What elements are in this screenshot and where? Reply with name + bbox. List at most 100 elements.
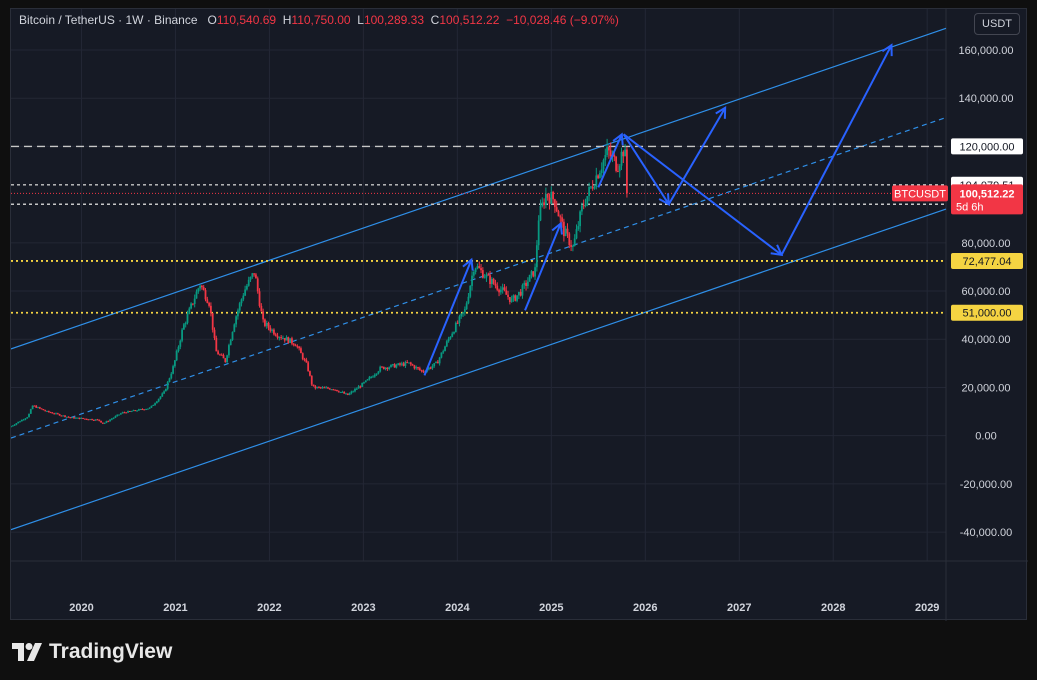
candle-body xyxy=(294,345,297,347)
candle-body xyxy=(433,363,436,367)
level-price-tag xyxy=(951,138,1023,155)
candle-body xyxy=(442,351,445,353)
candle-body xyxy=(310,375,313,385)
projection-arrowhead xyxy=(715,106,727,119)
candle-body xyxy=(404,362,407,366)
candle-body xyxy=(64,415,66,417)
candle-body xyxy=(526,281,529,287)
candle-body xyxy=(76,417,79,419)
candle-body xyxy=(483,277,486,279)
candle-body xyxy=(188,308,191,314)
candle-body xyxy=(440,352,443,358)
price-tick-label: -40,000.00 xyxy=(960,527,1013,539)
candle-body xyxy=(339,391,342,393)
projection-arrow xyxy=(597,133,623,188)
candle-body xyxy=(271,329,274,331)
price-axis[interactable]: 160,000.00 140,000.00 120,000.00 80,000.00 6… xyxy=(892,45,1023,539)
candle-body xyxy=(550,191,553,204)
candle-body xyxy=(199,285,201,289)
candle-body xyxy=(42,409,45,411)
candle-body xyxy=(244,289,247,296)
candle-body xyxy=(456,322,459,324)
candle-body xyxy=(390,364,392,368)
candle-body xyxy=(357,386,360,389)
candle-body xyxy=(539,205,542,221)
candle-body xyxy=(37,407,39,409)
candle-body xyxy=(463,309,466,313)
candle-body xyxy=(163,391,165,394)
candle-body xyxy=(361,382,364,387)
candle-body xyxy=(307,362,310,372)
candle-body xyxy=(179,340,182,347)
candle-body xyxy=(465,303,468,310)
candle-body xyxy=(87,419,90,421)
candle-body xyxy=(114,416,117,418)
candle-body xyxy=(561,217,563,222)
time-axis[interactable]: 2020 2021 2022 2023 2024 2025 2026 2027 2028 2029 xyxy=(69,602,939,614)
price-tick-label: 140,000.00 xyxy=(958,93,1013,105)
open-label: O xyxy=(207,13,217,27)
candle-body xyxy=(400,363,403,365)
candle-body xyxy=(123,412,126,414)
candle-body xyxy=(298,346,301,349)
candle-body xyxy=(402,363,405,366)
candle-body xyxy=(276,335,279,338)
candle-body xyxy=(172,366,174,374)
candle-body xyxy=(82,417,84,419)
candle-body xyxy=(186,313,189,323)
candle-body xyxy=(615,156,618,171)
candle-body xyxy=(253,273,256,275)
candle-body xyxy=(566,228,569,234)
low-label: L xyxy=(357,13,364,27)
candle-body xyxy=(530,271,533,275)
candle-body xyxy=(557,211,560,217)
chart-area[interactable]: 160,000.00 140,000.00 120,000.00 80,000.00 6… xyxy=(10,8,1028,621)
candle-body xyxy=(255,274,257,279)
candle-body xyxy=(462,312,464,314)
change-value: −10,028.46 (−9.07%) xyxy=(506,13,619,27)
time-tick-label: 2025 xyxy=(539,602,563,614)
candle-body xyxy=(125,412,128,414)
channel-upper-line xyxy=(11,27,947,350)
candle-body xyxy=(599,173,601,179)
candle-body xyxy=(89,419,92,421)
tradingview-logo[interactable]: TradingView xyxy=(12,640,172,664)
candle-body xyxy=(418,368,421,371)
candle-body xyxy=(148,407,151,409)
candle-body xyxy=(53,413,56,415)
candle-body xyxy=(399,363,401,365)
candle-body xyxy=(478,266,481,269)
candle-body xyxy=(429,367,432,369)
projection-arrow xyxy=(423,259,473,376)
candle-body xyxy=(85,418,88,420)
candle-body xyxy=(56,413,59,415)
candle-body xyxy=(291,338,293,344)
candle-body xyxy=(336,389,338,392)
candle-body xyxy=(438,357,441,364)
candle-body xyxy=(377,371,380,374)
candle-body xyxy=(175,350,178,361)
candle-body xyxy=(341,391,344,393)
candle-body xyxy=(101,422,104,424)
currency-button[interactable]: USDT xyxy=(974,13,1020,35)
price-chart[interactable]: 160,000.00 140,000.00 120,000.00 80,000.00 6… xyxy=(11,9,1028,621)
candle-body xyxy=(78,417,81,419)
projection-arrowhead xyxy=(462,257,474,271)
candle-body xyxy=(609,150,612,157)
candle-body xyxy=(386,367,389,370)
candle-body xyxy=(480,268,482,271)
candle-body xyxy=(372,376,374,378)
candle-body xyxy=(516,295,518,301)
candle-body xyxy=(191,303,194,305)
candle-body xyxy=(177,346,180,351)
price-tick-label: 60,000.00 xyxy=(962,286,1011,298)
projection-arrowhead xyxy=(551,221,563,235)
candle-body xyxy=(546,193,549,198)
candle-body xyxy=(562,221,565,237)
candle-body xyxy=(190,303,192,309)
candle-body xyxy=(94,419,97,421)
candle-body xyxy=(195,291,198,299)
candle-body xyxy=(620,151,623,166)
candle-body xyxy=(31,405,34,410)
candle-body xyxy=(258,291,261,306)
